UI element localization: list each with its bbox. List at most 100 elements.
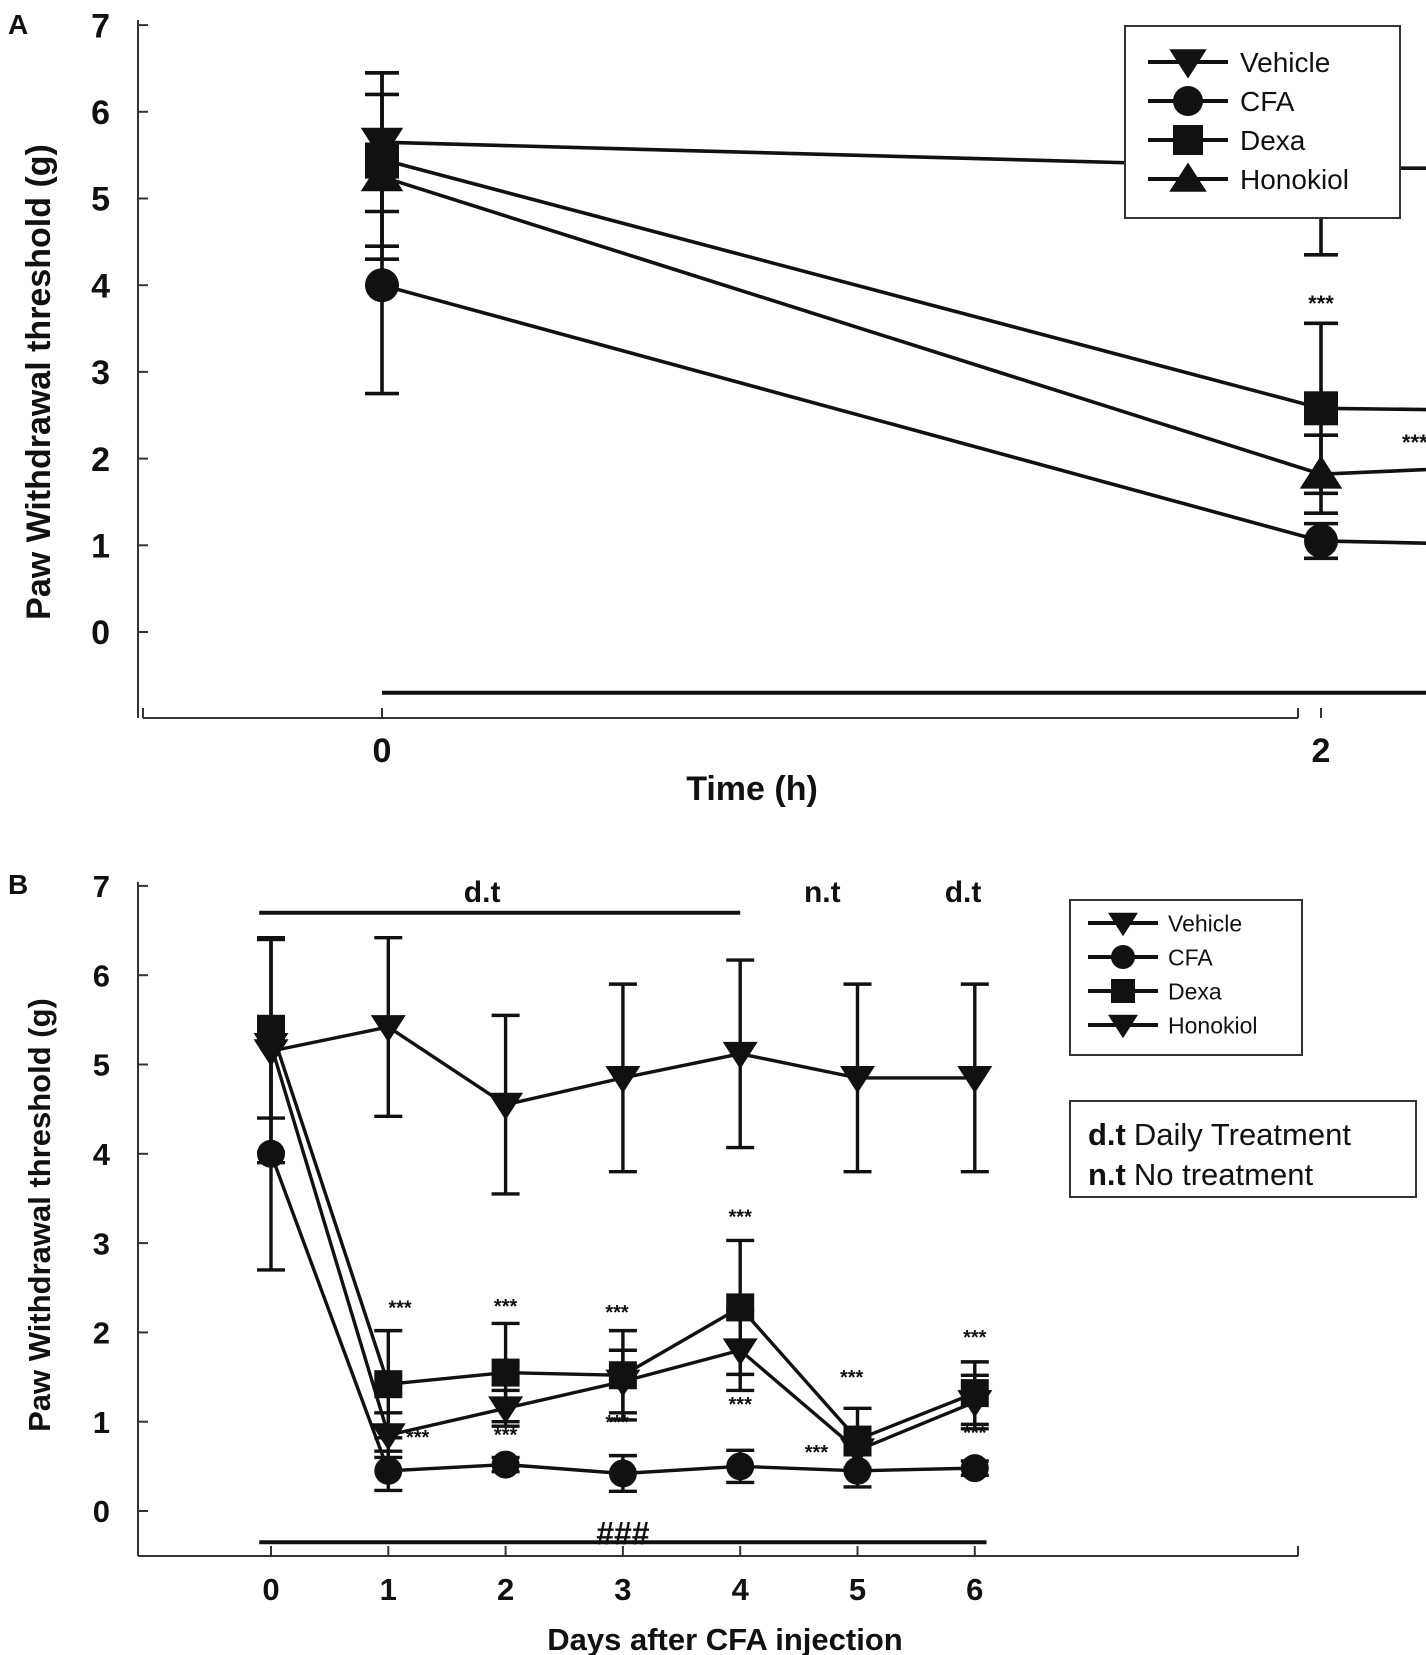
- y-axis-label: Paw Withdrawal threshold (g): [22, 998, 57, 1432]
- legend-label: CFA: [1240, 86, 1295, 117]
- data-point: [722, 1338, 758, 1366]
- data-point: [365, 268, 399, 303]
- treatment-period-label: d.t: [464, 876, 501, 909]
- y-tick-label: 7: [93, 869, 110, 904]
- treatment-abbr: d.t: [1088, 1117, 1126, 1152]
- legend: Vehicle CFA Dexa Honokiol: [1069, 899, 1303, 1056]
- data-point: [491, 1450, 520, 1479]
- panel-label: A: [8, 9, 28, 40]
- data-point: [488, 1092, 524, 1121]
- treatment-legend-row: d.t Daily Treatment: [1088, 1117, 1351, 1152]
- series-line: [381, 283, 1426, 545]
- y-tick-label: 5: [93, 1048, 110, 1083]
- data-point: [840, 1065, 875, 1094]
- chart-panel-b: B 0 1 2 3 4 5 6 7 0 1 2 3 4 5 6 Paw Withdrawal threshold…: [8, 869, 1417, 1655]
- legend-marker: [1111, 979, 1135, 1003]
- significance-label: ***: [406, 1427, 430, 1449]
- y-tick-label: 2: [91, 441, 110, 479]
- legend-marker: [1173, 125, 1203, 155]
- y-tick-label: 0: [91, 614, 110, 652]
- legend-marker: [1173, 86, 1203, 116]
- y-tick-label: 6: [93, 958, 110, 993]
- data-point: [1299, 455, 1343, 489]
- legend-marker: [1108, 912, 1138, 937]
- legend: Vehicle CFA Dexa Honokiol: [1124, 25, 1401, 219]
- series-cfa: [365, 175, 1426, 561]
- x-tick-label: 0: [262, 1572, 279, 1607]
- treatment-legend-row: n.t No treatment: [1088, 1157, 1313, 1192]
- y-tick-label: 5: [91, 181, 110, 219]
- y-tick-label: 1: [93, 1405, 110, 1440]
- significance-label: ***: [388, 1298, 412, 1320]
- x-tick-label: 2: [1312, 732, 1331, 770]
- treatment-legend-box: [1069, 1100, 1417, 1198]
- treatment-period-label: d.t: [945, 876, 982, 909]
- legend-label: Vehicle: [1168, 910, 1242, 936]
- data-point: [605, 1065, 641, 1094]
- x-tick-label: 0: [373, 732, 392, 770]
- significance-label: ***: [605, 1412, 629, 1434]
- treatment-text: Daily Treatment: [1134, 1117, 1351, 1152]
- significance-label: ***: [494, 1424, 518, 1446]
- data-point: [840, 1438, 875, 1466]
- data-point: [374, 1370, 403, 1399]
- significance-label: ***: [729, 1206, 753, 1228]
- data-point: [253, 1032, 289, 1061]
- y-tick-label: 6: [91, 94, 110, 132]
- legend-label: Honokiol: [1240, 164, 1349, 195]
- data-point: [726, 1452, 755, 1481]
- legend-box: [1124, 25, 1401, 219]
- y-tick-label: 3: [93, 1226, 110, 1261]
- significance-label: ***: [963, 1423, 987, 1445]
- significance-label: ***: [605, 1302, 629, 1324]
- x-axis-label: Days after CFA injection: [547, 1622, 902, 1655]
- treatment-text: No treatment: [1134, 1157, 1314, 1192]
- data-point: [491, 1358, 520, 1387]
- data-point: [1304, 523, 1338, 558]
- y-tick-label: 7: [91, 7, 110, 45]
- y-tick-label: 2: [93, 1316, 110, 1351]
- series-line: [381, 140, 1426, 170]
- significance-label: ***: [729, 1394, 753, 1416]
- series-honokiol: [360, 92, 1426, 516]
- data-point: [360, 158, 404, 192]
- significance-label: ***: [963, 1327, 987, 1349]
- treatment-abbr: n.t: [1088, 1157, 1126, 1192]
- legend-label: Vehicle: [1240, 47, 1330, 78]
- significance-label: ***: [1308, 291, 1334, 316]
- significance-label: ***: [805, 1442, 829, 1464]
- chart-panel-a: A012345670246Paw Withdrawal threshold (g…: [8, 7, 1426, 808]
- data-point: [370, 1423, 406, 1451]
- legend-label: CFA: [1168, 944, 1213, 970]
- x-tick-label: 3: [614, 1572, 631, 1607]
- x-tick-label: 1: [380, 1572, 397, 1607]
- data-point: [957, 1065, 993, 1094]
- x-tick-label: 4: [732, 1572, 750, 1607]
- legend-label: Honokiol: [1168, 1012, 1258, 1038]
- y-tick-label: 4: [93, 1137, 111, 1172]
- panel-label: B: [8, 869, 28, 900]
- series-line: [381, 157, 1426, 412]
- data-point: [488, 1396, 524, 1424]
- bottom-bar-label: ###: [596, 1515, 650, 1551]
- legend-marker: [1169, 162, 1207, 192]
- y-tick-label: 4: [91, 267, 110, 305]
- significance-label: ***: [494, 1296, 518, 1318]
- legend-label: Dexa: [1240, 125, 1306, 156]
- data-point: [257, 1139, 285, 1168]
- treatment-period-label: n.t: [804, 876, 841, 909]
- y-tick-label: 0: [93, 1494, 110, 1529]
- data-point: [374, 1456, 403, 1485]
- x-tick-label: 6: [966, 1572, 983, 1607]
- series-honokiol: [253, 935, 993, 1470]
- data-point: [957, 1390, 993, 1418]
- significance-label: ***: [1402, 430, 1426, 455]
- data-point: [960, 1454, 989, 1483]
- legend-box: [1069, 899, 1303, 1056]
- data-point: [370, 1015, 406, 1043]
- legend-marker: [1108, 1014, 1138, 1039]
- series-vehicle: [253, 935, 993, 1196]
- significance-label: ***: [840, 1367, 864, 1389]
